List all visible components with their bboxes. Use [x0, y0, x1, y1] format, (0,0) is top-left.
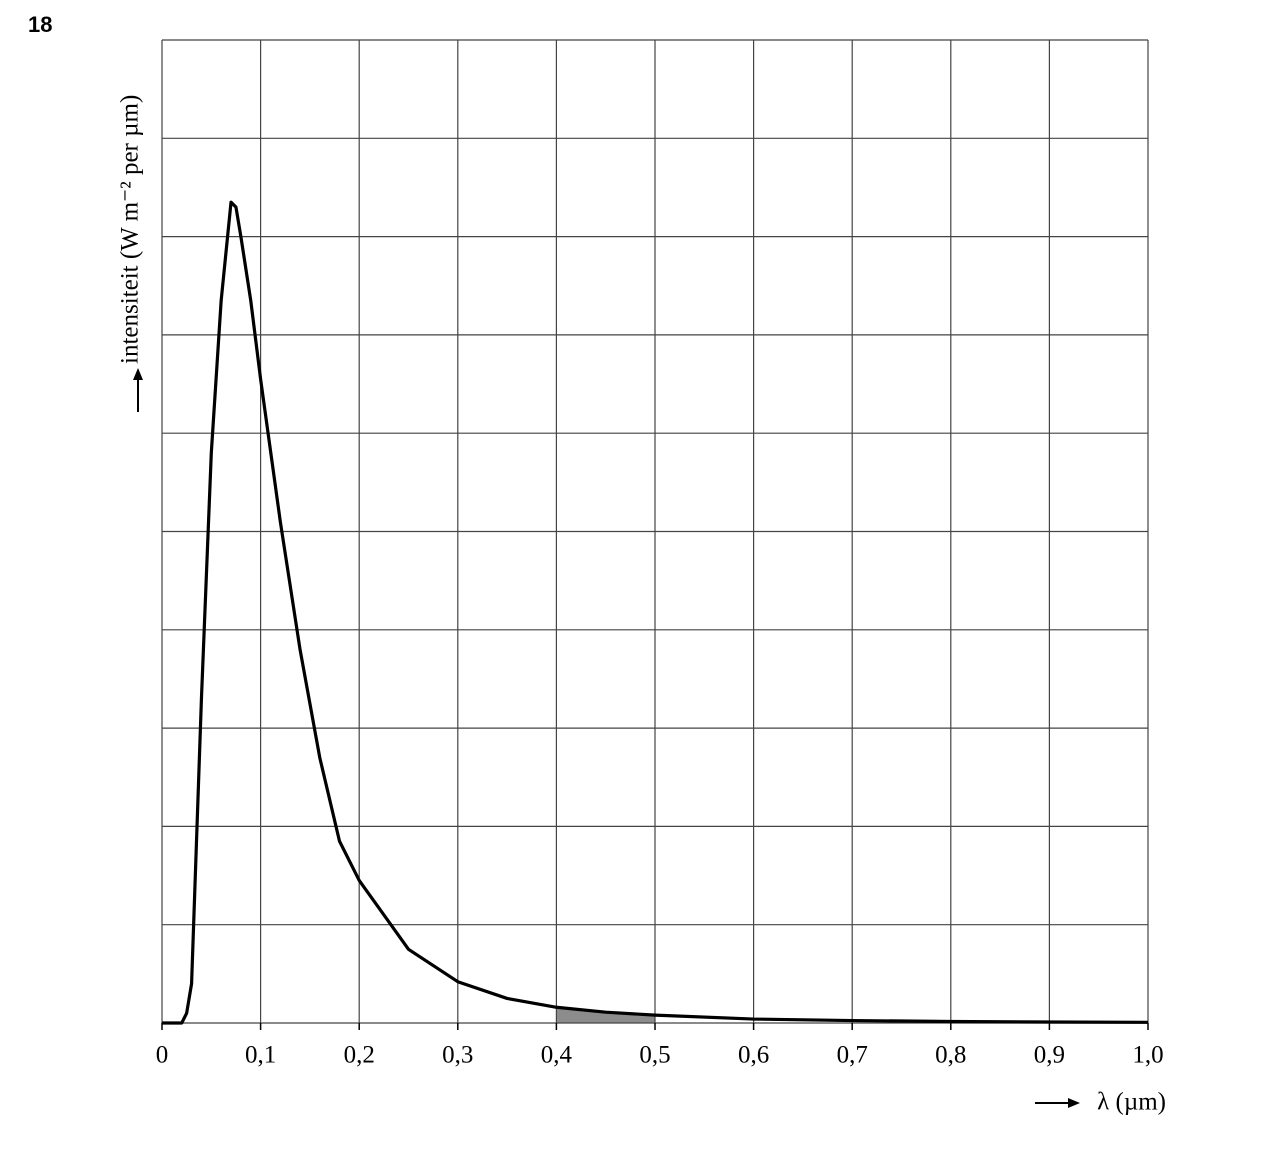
x-tick-label: 0,1	[245, 1042, 276, 1069]
x-tick-label: 1,0	[1132, 1042, 1163, 1069]
x-tick-label: 0,4	[541, 1042, 573, 1069]
y-axis-label: intensiteit (W m⁻² per µm)	[117, 95, 144, 412]
curve	[162, 200, 1149, 1025]
y-label: intensiteit (W m⁻² per µm)	[117, 95, 144, 364]
x-tick-label: 0,6	[738, 1042, 769, 1069]
question-number: 18	[28, 12, 52, 37]
arrow-head	[133, 368, 143, 380]
arrow-head	[1068, 1098, 1080, 1108]
x-axis-label: λ (µm)	[1035, 1089, 1166, 1116]
x-tick-label: 0,3	[442, 1042, 473, 1069]
x-tick-label: 0,8	[935, 1042, 966, 1069]
x-tick-label: 0,2	[344, 1042, 375, 1069]
x-tick-label: 0,7	[837, 1042, 868, 1069]
x-tick-label: 0	[156, 1042, 169, 1069]
x-tick-label: 0,9	[1034, 1042, 1065, 1069]
x-tick-label: 0,5	[639, 1042, 670, 1069]
x-label: λ (µm)	[1097, 1089, 1166, 1116]
